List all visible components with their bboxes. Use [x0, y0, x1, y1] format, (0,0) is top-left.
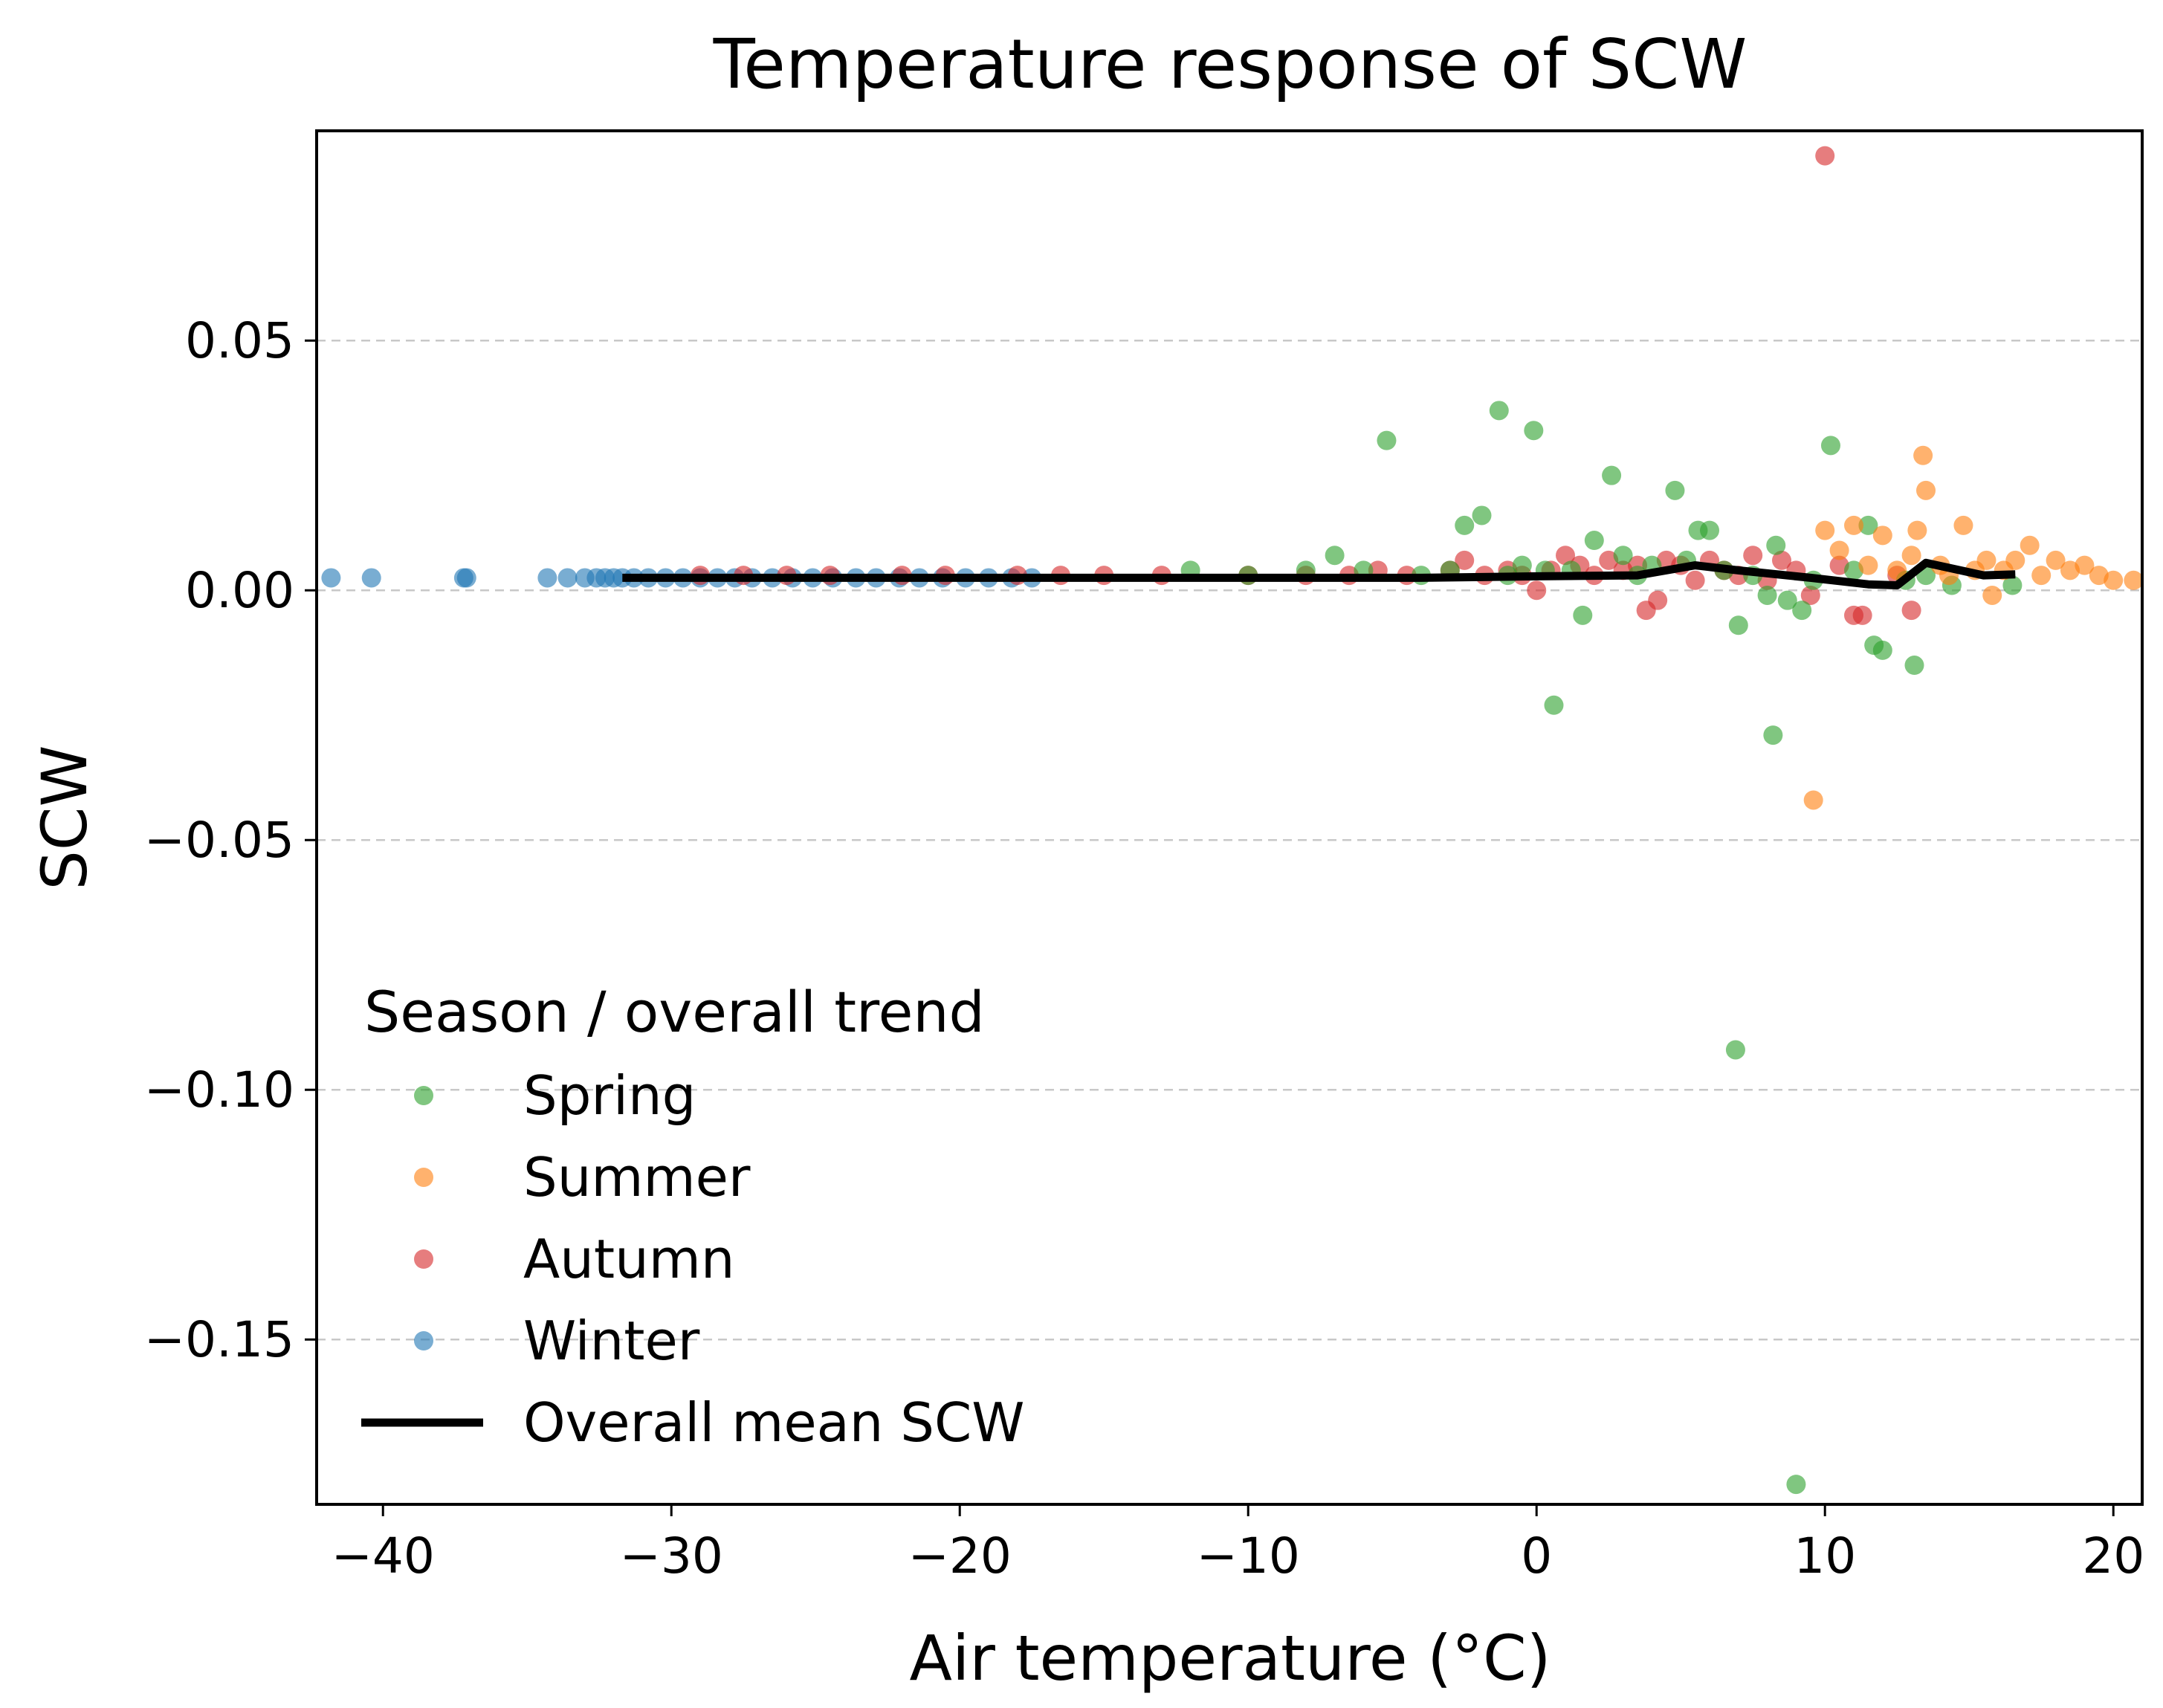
- y-tick-label: 0.05: [185, 312, 294, 369]
- summer-point: [1982, 585, 2002, 605]
- autumn-point: [1556, 546, 1576, 566]
- legend-entries: Spring Summer Autumn Winter Overall mean SCW: [361, 1064, 1024, 1454]
- winter-point: [456, 568, 476, 588]
- legend-label-overall-mean-scw: Overall mean SCW: [523, 1391, 1024, 1454]
- autumn-point: [1852, 605, 1872, 625]
- x-tick-label: 10: [1794, 1527, 1856, 1585]
- spring-point: [1472, 505, 1492, 525]
- spring-point: [1524, 421, 1544, 441]
- legend-marker-spring: [414, 1086, 433, 1105]
- winter-point: [361, 568, 381, 588]
- summer-point: [1803, 790, 1823, 810]
- autumn-point: [1815, 146, 1835, 166]
- summer-point: [2046, 550, 2066, 570]
- autumn-point: [1685, 570, 1705, 590]
- x-tick-label: 20: [2082, 1527, 2144, 1585]
- y-tick-label: −0.10: [144, 1061, 294, 1119]
- legend-label-spring: Spring: [523, 1064, 696, 1127]
- autumn-point: [1648, 590, 1668, 610]
- spring-point: [1512, 555, 1532, 575]
- x-tick-label: −30: [620, 1527, 723, 1585]
- spring-point: [1584, 531, 1604, 551]
- summer-point: [1913, 445, 1933, 465]
- spring-point: [1700, 520, 1720, 540]
- autumn-point: [1455, 550, 1475, 570]
- autumn-point: [1772, 550, 1792, 570]
- summer-point: [1872, 525, 1892, 546]
- spring-point: [1872, 640, 1892, 660]
- y-axis-ticks: 0.05 0.00 −0.05 −0.10 −0.15: [144, 312, 317, 1368]
- trend-line-layer: [622, 558, 2016, 589]
- legend-label-summer: Summer: [523, 1146, 751, 1209]
- spring-point: [1777, 590, 1797, 610]
- summer-point: [1976, 550, 1997, 570]
- x-tick-label: −20: [908, 1527, 1012, 1585]
- summer-point: [1844, 515, 1864, 535]
- y-tick-label: −0.15: [144, 1311, 294, 1368]
- spring-point: [1325, 546, 1345, 566]
- autumn-point: [1743, 546, 1763, 566]
- autumn-point: [1901, 601, 1921, 621]
- summer-point: [1907, 520, 1927, 540]
- summer-point: [2031, 566, 2052, 586]
- summer-point: [1887, 560, 1907, 580]
- y-axis-label: SCW: [28, 745, 101, 890]
- spring-point: [1489, 401, 1509, 421]
- spring-point: [1728, 615, 1748, 635]
- spring-point: [1544, 695, 1564, 715]
- spring-point: [1573, 605, 1593, 625]
- autumn-point: [1800, 585, 1820, 605]
- summer-point: [2020, 535, 2040, 555]
- y-tick-label: 0.00: [185, 562, 294, 619]
- plot-frame: [315, 129, 2144, 1506]
- summer-point: [2075, 555, 2095, 575]
- legend-marker-winter: [414, 1331, 433, 1350]
- chart-title: Temperature response of SCW: [713, 25, 1747, 104]
- y-tick-label: −0.05: [144, 812, 294, 869]
- x-tick-label: 0: [1521, 1527, 1552, 1585]
- spring-point: [1613, 546, 1633, 566]
- spring-point: [1904, 656, 1924, 676]
- summer-point: [1901, 546, 1921, 566]
- spring-point: [1377, 430, 1397, 450]
- x-tick-label: −40: [332, 1527, 435, 1585]
- winter-point: [557, 568, 578, 588]
- spring-point: [1602, 465, 1622, 485]
- summer-point: [1829, 540, 1849, 560]
- legend-marker-summer: [414, 1168, 433, 1187]
- summer-point: [1953, 515, 1973, 535]
- spring-point: [1757, 585, 1777, 605]
- spring-point: [1665, 480, 1685, 500]
- summer-point: [2005, 550, 2025, 570]
- spring-point: [1858, 515, 1878, 535]
- spring-point: [1766, 535, 1786, 555]
- spring-point: [1725, 1040, 1745, 1060]
- spring-point: [2002, 575, 2023, 595]
- summer-point: [2124, 570, 2144, 590]
- legend-marker-autumn: [414, 1249, 433, 1269]
- spring-point: [1786, 1475, 1806, 1495]
- x-axis-ticks: −40 −30 −20 −10 0 10 20: [332, 1504, 2144, 1585]
- legend-title: Season / overall trend: [364, 979, 985, 1045]
- spring-point: [1763, 725, 1783, 745]
- legend-label-autumn: Autumn: [523, 1228, 735, 1290]
- x-axis-label: Air temperature (°C): [910, 1622, 1551, 1695]
- summer-point: [2104, 570, 2124, 590]
- spring-point: [1820, 436, 1840, 456]
- winter-point: [537, 568, 557, 588]
- grid-lines: [317, 339, 2142, 1341]
- spring-point: [1455, 515, 1475, 535]
- legend: Season / overall trend Spring Summer Autum…: [361, 979, 1024, 1454]
- summer-point: [1916, 480, 1936, 500]
- summer-point: [1815, 520, 1835, 540]
- summer-point: [1858, 555, 1878, 575]
- winter-point: [321, 568, 341, 588]
- legend-label-winter: Winter: [523, 1310, 700, 1372]
- overall-mean-line: [622, 558, 2016, 589]
- autumn-point: [1527, 580, 1547, 601]
- x-tick-label: −10: [1197, 1527, 1300, 1585]
- spring-point: [1792, 601, 1812, 621]
